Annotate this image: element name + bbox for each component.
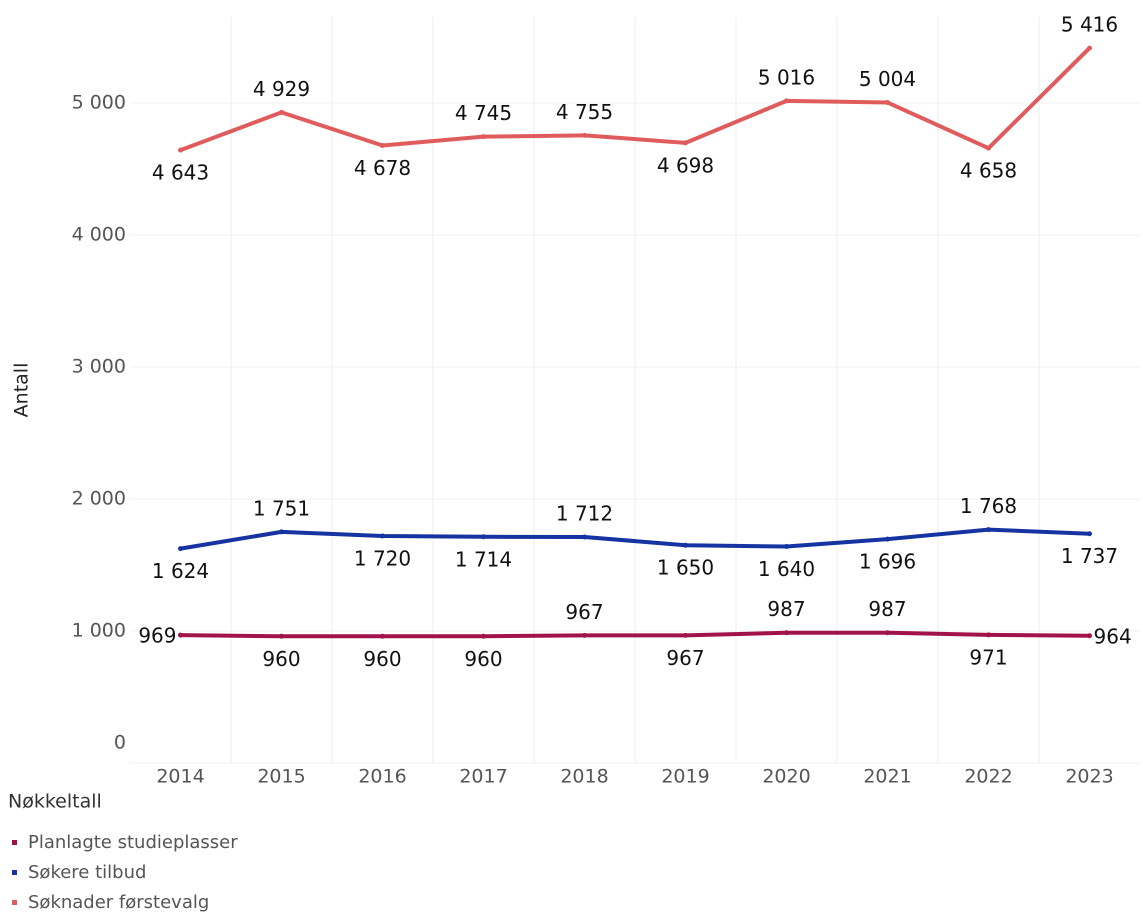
point [279,633,284,639]
point [1087,633,1092,639]
data-label: 1 624 [152,559,209,583]
point [885,99,890,105]
x-tick-label: 2020 [762,766,810,788]
point [683,632,688,638]
y-tick-label: 1 000 [72,620,126,642]
series-line [179,46,1091,152]
legend-label: Søkere tilbud [28,862,146,883]
data-label: 1 696 [859,550,916,574]
data-label: 4 678 [354,156,411,180]
x-tick-label: 2016 [358,766,406,788]
legend-label: Planlagte studieplasser [28,832,238,853]
point [986,632,991,638]
y-axis-label: Antall [11,363,33,418]
point [784,98,789,104]
data-label: 4 658 [960,159,1017,183]
x-tick-label: 2023 [1065,766,1113,788]
x-tick-label: 2018 [560,766,608,788]
y-tick-label: 0 [114,732,126,754]
y-tick-label: 3 000 [72,356,126,378]
data-label: 1 751 [253,496,310,520]
data-label: 4 755 [556,100,613,124]
point [481,134,486,140]
data-label: 967 [565,600,603,624]
legend-title: Nøkkeltall [8,791,102,813]
x-tick-label: 2022 [964,766,1012,788]
x-tick-label: 2017 [459,766,507,788]
data-label: 4 929 [253,77,310,101]
data-label: 4 698 [657,153,714,177]
point [986,145,991,151]
data-label: 971 [969,645,1007,669]
x-tick-label: 2019 [661,766,709,788]
data-label: 4 643 [152,161,209,185]
x-tick-label: 2021 [863,766,911,788]
legend-swatch [12,870,17,875]
data-label: 1 714 [455,547,512,571]
point [481,633,486,639]
point [885,536,890,542]
point [279,109,284,115]
point [380,143,385,149]
series-line [180,527,1090,551]
point [582,632,587,638]
x-tick-label: 2014 [156,766,204,788]
data-label: 1 650 [657,556,714,580]
point [1087,45,1092,51]
point [380,533,385,539]
point [380,633,385,639]
legend-swatch [12,840,17,845]
point [784,630,789,636]
data-label: 967 [666,646,704,670]
data-label: 1 737 [1061,544,1118,568]
point [582,534,587,540]
y-tick-label: 4 000 [72,224,126,246]
x-tick-label: 2015 [257,766,305,788]
point [178,632,183,638]
data-label: 5 004 [859,67,916,91]
point [582,132,587,138]
y-tick-label: 5 000 [72,92,126,114]
legend-label: Søknader førstevalg [28,892,209,913]
data-label: 960 [464,647,502,671]
data-label: 964 [1094,624,1132,648]
point [986,527,991,533]
series-line [180,630,1090,639]
data-label: 1 768 [960,494,1017,518]
point [481,534,486,540]
data-label: 969 [138,624,176,648]
point [178,147,183,153]
data-label: 987 [767,597,805,621]
point [279,529,284,535]
data-label: 987 [868,597,906,621]
point [683,542,688,548]
data-label: 960 [262,647,300,671]
legend-swatch [12,900,17,905]
data-label: 4 745 [455,101,512,125]
point [784,544,789,550]
point [683,140,688,146]
data-label: 1 640 [758,557,815,581]
data-label: 960 [363,647,401,671]
point [885,630,890,636]
point [178,546,183,552]
data-label: 5 016 [758,65,815,89]
data-label: 5 416 [1061,13,1118,37]
data-label: 1 712 [556,502,613,526]
y-tick-label: 2 000 [72,488,126,510]
point [1087,531,1092,537]
data-label: 1 720 [354,546,411,570]
